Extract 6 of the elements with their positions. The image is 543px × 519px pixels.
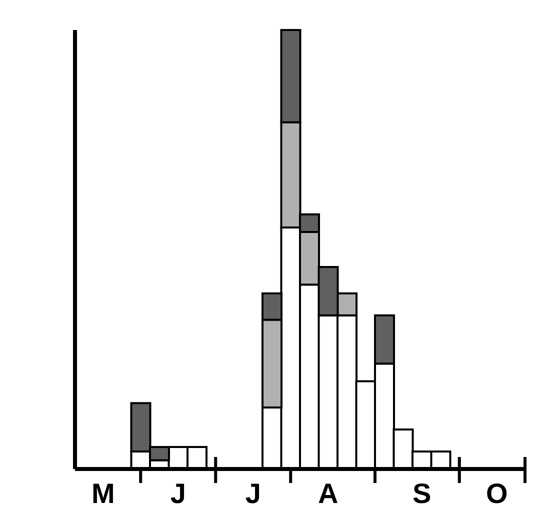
x-tick-label: A [318,478,338,509]
x-tick-label: J [170,478,186,509]
x-tick-label: J [245,478,261,509]
x-tick-label: S [412,478,432,509]
x-tick-label: M [91,478,115,509]
x-tick-label: O [486,478,508,509]
